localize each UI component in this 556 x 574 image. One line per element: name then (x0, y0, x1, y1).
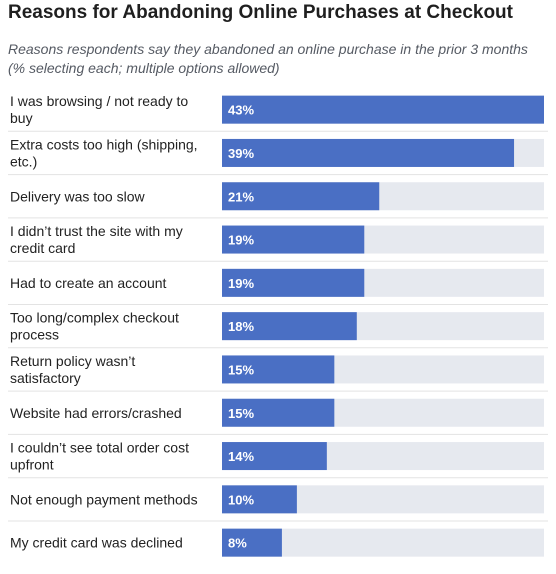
bar-row: 15% Website had errors/crashed (8, 398, 548, 435)
bar-row: 14% I couldn’t see total order cost upfron… (8, 440, 548, 479)
chart-title: Reasons for Abandoning Online Purchases … (8, 2, 513, 23)
category-label-line: upfront (10, 457, 54, 473)
value-label: 8% (228, 536, 247, 551)
category-label-line: Website had errors/crashed (10, 405, 182, 421)
value-label: 19% (228, 233, 254, 248)
category-label-line: Too long/complex checkout (10, 310, 179, 326)
bar-chart: 43% I was browsing / not ready to buy 39% Ex… (8, 93, 548, 557)
bar (222, 268, 365, 297)
category-label: I couldn’t see total order cost upfront (10, 440, 189, 473)
category-label: Not enough payment methods (10, 491, 198, 507)
bar-row: 21% Delivery was too slow (8, 182, 548, 219)
bar (222, 312, 357, 341)
value-label: 43% (228, 103, 254, 118)
category-label-line: Not enough payment methods (10, 491, 198, 507)
value-label: 19% (228, 276, 254, 291)
value-label: 21% (228, 189, 254, 204)
category-label-line: credit card (10, 240, 75, 256)
category-label-line: I couldn’t see total order cost (10, 440, 189, 456)
bar (222, 138, 515, 167)
bar (222, 182, 380, 211)
category-label-line: process (10, 327, 59, 343)
bar (222, 355, 335, 384)
category-label: Delivery was too slow (10, 188, 145, 204)
chart-subtitle: Reasons respondents say they abandoned a… (8, 41, 528, 76)
bar-row: 10% Not enough payment methods (8, 485, 548, 522)
value-label: 10% (228, 492, 254, 507)
category-label: Too long/complex checkout process (10, 310, 179, 343)
category-label-line: Return policy wasn’t (10, 353, 135, 369)
value-label: 15% (228, 362, 254, 377)
bar-row: 43% I was browsing / not ready to buy (8, 93, 548, 132)
category-label-line: Had to create an account (10, 275, 167, 291)
category-label-line: buy (10, 110, 33, 126)
category-label: Return policy wasn’t satisfactory (10, 353, 135, 386)
category-label-line: satisfactory (10, 370, 81, 386)
value-label: 14% (228, 449, 254, 464)
value-label: 39% (228, 146, 254, 161)
category-label: I was browsing / not ready to buy (10, 93, 188, 126)
category-label: I didn’t trust the site with my credit ca… (10, 223, 183, 256)
bar-row: 8% My credit card was declined (10, 528, 544, 557)
bar-row: 39% Extra costs too high (shipping, etc.) (8, 136, 548, 176)
bar (222, 528, 282, 557)
category-label-line: My credit card was declined (10, 535, 183, 551)
bar (222, 398, 335, 427)
bar-row: 15% Return policy wasn’t satisfactory (8, 353, 548, 392)
category-label-line: Extra costs too high (shipping, (10, 136, 198, 152)
bar (222, 442, 327, 471)
category-label: Extra costs too high (shipping, etc.) (10, 136, 198, 169)
category-label-line: etc.) (10, 153, 37, 169)
category-label: My credit card was declined (10, 535, 183, 551)
category-label: Website had errors/crashed (10, 405, 182, 421)
category-label-line: Delivery was too slow (10, 188, 145, 204)
bar-row: 18% Too long/complex checkout process (8, 310, 548, 349)
category-label: Had to create an account (10, 275, 167, 291)
bar-row: 19% Had to create an account (8, 268, 548, 305)
bar-row: 19% I didn’t trust the site with my credit… (8, 223, 548, 262)
bar (222, 225, 365, 254)
category-label-line: I was browsing / not ready to (10, 93, 188, 109)
bar (222, 95, 544, 124)
value-label: 18% (228, 319, 254, 334)
bar (222, 485, 297, 514)
category-label-line: I didn’t trust the site with my (10, 223, 183, 239)
value-label: 15% (228, 406, 254, 421)
